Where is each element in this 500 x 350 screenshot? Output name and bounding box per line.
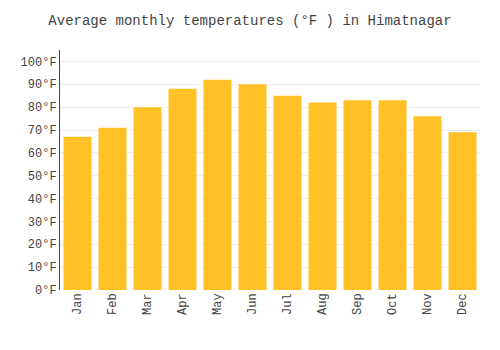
svg-text:80°F: 80°F <box>28 101 57 115</box>
svg-text:Aug: Aug <box>316 293 330 315</box>
svg-text:70°F: 70°F <box>28 124 57 138</box>
svg-text:50°F: 50°F <box>28 170 57 184</box>
svg-text:10°F: 10°F <box>28 261 57 275</box>
svg-text:30°F: 30°F <box>28 216 57 230</box>
svg-text:Oct: Oct <box>386 293 400 315</box>
svg-text:Sep: Sep <box>351 293 365 315</box>
svg-text:90°F: 90°F <box>28 78 57 92</box>
svg-text:Average monthly temperatures (: Average monthly temperatures (°F ) in Hi… <box>48 13 451 29</box>
svg-text:60°F: 60°F <box>28 147 57 161</box>
svg-text:May: May <box>211 293 225 315</box>
svg-text:Mar: Mar <box>141 293 155 315</box>
svg-text:40°F: 40°F <box>28 193 57 207</box>
svg-text:100°F: 100°F <box>21 56 57 70</box>
svg-text:Jan: Jan <box>71 293 85 315</box>
svg-text:Nov: Nov <box>421 293 435 315</box>
svg-text:Jul: Jul <box>281 293 295 315</box>
svg-text:0°F: 0°F <box>35 284 57 298</box>
svg-text:Jun: Jun <box>246 293 260 315</box>
svg-text:Feb: Feb <box>106 293 120 315</box>
svg-text:Apr: Apr <box>176 293 190 315</box>
svg-text:Dec: Dec <box>456 293 470 315</box>
svg-text:20°F: 20°F <box>28 238 57 252</box>
